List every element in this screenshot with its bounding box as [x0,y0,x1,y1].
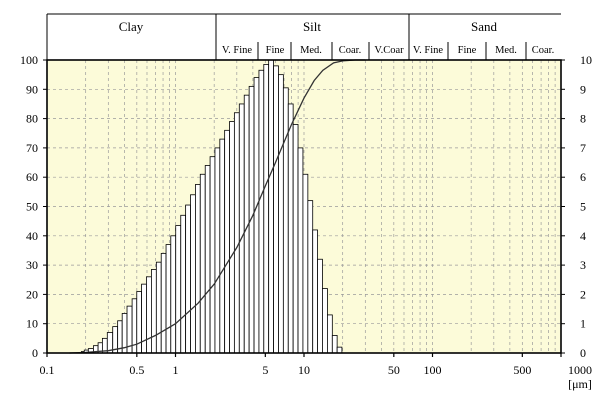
histogram-bar [195,184,201,354]
subclass-sand-coar: Coar. [532,45,554,56]
histogram-bar [327,314,333,354]
histogram-bar [302,173,309,354]
subclass-sand-med: Med. [495,45,517,56]
x-tick-label: 0.5 [129,363,144,377]
histogram-bar [273,65,279,354]
histogram-bar [146,276,152,354]
histogram-bar [190,194,196,354]
histogram-bar [253,77,260,354]
y-tick-label-right: 3 [580,258,586,272]
y-tick-label-right: 0 [580,346,586,360]
y-tick-label-left: 0 [32,346,38,360]
histogram-bars [80,59,343,354]
histogram-bar [307,200,314,354]
x-tick-label: 100 [424,363,442,377]
y-tick-label-right: 8 [580,112,586,126]
y-tick-label-right: 4 [580,229,586,243]
histogram-bar [287,103,294,354]
histogram-bar [278,74,284,354]
histogram-bar [224,129,230,354]
y-tick-label-left: 80 [26,112,38,126]
histogram-bar [160,252,167,354]
class-label-sand: Sand [471,19,498,34]
subclass-sand-fine: Fine [458,45,477,56]
x-tick-label: 500 [513,363,531,377]
x-tick-label: 1 [173,363,179,377]
y-tick-label-left: 100 [20,53,38,67]
grain-class-header: Clay Silt Sand V. Fine Fine Med. Coar. V… [46,13,561,60]
histogram-bar [199,173,206,354]
x-unit-label: [μm] [568,377,592,391]
cumulative-curve [69,59,366,354]
histogram-bar [317,258,323,354]
histogram-bar [248,85,255,354]
histogram-bar [312,229,318,354]
histogram-bar [185,204,191,354]
histogram-bar [238,103,245,354]
y-tick-label-right: 1 [580,317,586,331]
y-tick-label-right: 7 [580,141,586,155]
x-tick-label: 50 [388,363,400,377]
y-tick-label-left: 60 [26,170,38,184]
x-tick-label: 10 [298,363,310,377]
subclass-silt-coar: Coar. [339,45,361,56]
histogram-bar [258,69,265,354]
histogram-bar [204,165,211,354]
class-label-clay: Clay [119,19,144,34]
histogram-bar [141,283,147,354]
histogram-bar [229,121,235,354]
y-tick-label-left: 40 [26,229,38,243]
histogram-bar [150,269,157,354]
y-tick-label-right: 6 [580,170,586,184]
histogram-bar [209,156,216,354]
subclass-silt-vfine: V. Fine [222,45,252,56]
y-tick-label-left: 20 [26,287,38,301]
y-tick-label-left: 30 [26,258,38,272]
x-tick-label: 5 [262,363,268,377]
histogram-bar [292,124,299,354]
histogram-bar [268,59,274,354]
subclass-silt-fine: Fine [266,45,285,56]
y-tick-label-right: 2 [580,287,586,301]
histogram-bar [155,261,162,354]
subclass-silt-med: Med. [300,45,322,56]
y-tick-label-left: 10 [26,317,38,331]
y-tick-label-right: 9 [580,82,586,96]
histogram-bar [297,147,304,354]
subclass-silt-vcoar: V.Coar [374,45,404,56]
histogram-bar [282,87,289,354]
subclass-sand-vfine: V. Fine [413,45,443,56]
y-tick-label-left: 70 [26,141,38,155]
y-tick-label-left: 90 [26,82,38,96]
histogram-bar [263,63,270,354]
histogram-bar [322,288,328,354]
histogram-bar [219,138,226,354]
histogram-bar [165,244,172,354]
histogram-bar [331,335,338,354]
histogram-bar [233,112,240,354]
histogram-bar [214,147,221,354]
x-tick-label: 1000 [568,363,592,377]
histogram-bar [175,225,182,354]
y-tick-label-right: 10 [580,53,592,67]
x-tick-label: 0.1 [40,363,55,377]
class-label-silt: Silt [303,19,321,34]
y-tick-label-left: 50 [26,200,38,214]
histogram-bar [336,346,343,354]
y-tick-label-right: 5 [580,200,586,214]
histogram-bar [170,235,177,354]
histogram-bar [180,214,187,354]
